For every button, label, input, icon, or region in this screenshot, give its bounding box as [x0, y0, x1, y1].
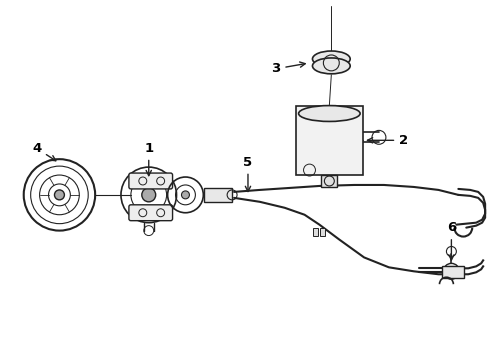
Circle shape	[443, 264, 459, 279]
FancyBboxPatch shape	[442, 266, 465, 278]
Circle shape	[142, 188, 156, 202]
Text: 3: 3	[271, 62, 305, 75]
FancyBboxPatch shape	[204, 188, 232, 202]
FancyBboxPatch shape	[321, 175, 337, 187]
Circle shape	[181, 191, 190, 199]
FancyBboxPatch shape	[314, 228, 318, 235]
Ellipse shape	[313, 51, 350, 67]
Circle shape	[54, 190, 64, 200]
Text: 4: 4	[32, 142, 56, 161]
Text: 2: 2	[368, 134, 408, 147]
Ellipse shape	[313, 58, 350, 74]
Text: 5: 5	[244, 156, 252, 192]
Text: 1: 1	[144, 142, 153, 176]
Ellipse shape	[298, 105, 360, 121]
Text: 6: 6	[447, 221, 456, 260]
FancyBboxPatch shape	[129, 205, 172, 221]
FancyBboxPatch shape	[320, 228, 325, 235]
FancyBboxPatch shape	[129, 173, 172, 189]
FancyBboxPatch shape	[295, 105, 363, 175]
